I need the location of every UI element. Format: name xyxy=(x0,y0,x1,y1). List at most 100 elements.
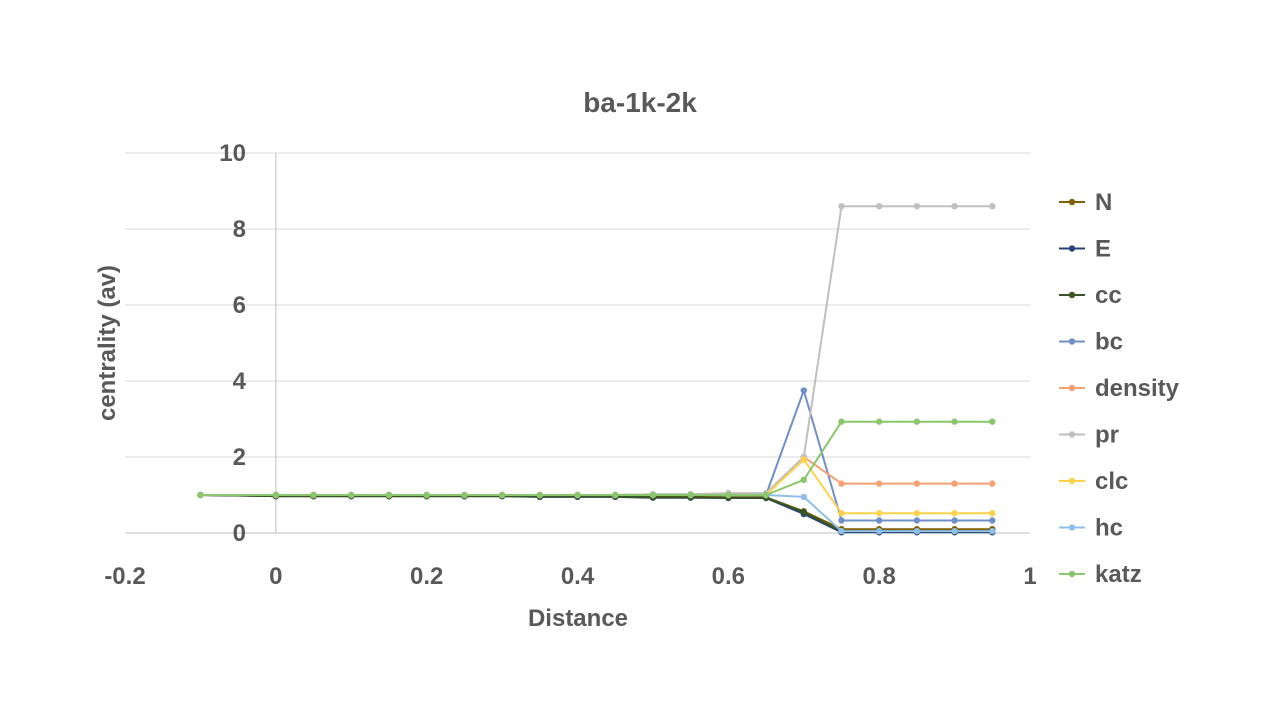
legend-item-N: N xyxy=(1059,189,1112,216)
data-point-bc xyxy=(989,517,996,524)
data-point-katz xyxy=(574,491,581,499)
data-point-katz xyxy=(385,491,393,499)
data-point-bc xyxy=(875,517,883,524)
data-point-hc xyxy=(838,527,845,535)
data-point-katz xyxy=(687,491,694,499)
y-tick-labels: 0 2 4 6 8 10 xyxy=(219,140,246,547)
series-line-clc xyxy=(200,458,993,515)
legend-label: pr xyxy=(1095,422,1119,449)
legend-item-katz: katz xyxy=(1059,561,1142,588)
data-point-clc xyxy=(838,510,845,517)
data-point-bc xyxy=(951,517,958,524)
data-point-density xyxy=(875,480,883,487)
legend-swatch-marker xyxy=(1068,198,1076,206)
series-bc xyxy=(197,387,996,524)
data-point-pr xyxy=(838,203,845,210)
data-point-bc xyxy=(838,517,845,524)
data-point-katz xyxy=(762,491,770,499)
data-point-density xyxy=(838,480,845,487)
legend-item-bc: bc xyxy=(1059,329,1123,356)
legend-swatch-marker xyxy=(1068,524,1076,531)
data-point-katz xyxy=(423,491,430,499)
legend-item-density: density xyxy=(1059,375,1180,402)
grid-lines xyxy=(125,152,1030,458)
legend-swatch-marker xyxy=(1068,245,1076,252)
data-point-clc xyxy=(913,510,921,517)
data-point-hc xyxy=(875,527,883,535)
data-point-katz xyxy=(461,491,468,499)
legend-item-clc: clc xyxy=(1059,468,1128,495)
y-tick-label: 4 xyxy=(233,368,247,395)
data-point-bc xyxy=(913,517,921,524)
data-point-density xyxy=(989,480,996,487)
series-density xyxy=(197,453,996,499)
x-tick-label: 0.6 xyxy=(712,563,745,590)
series-katz xyxy=(197,418,996,499)
legend-label: clc xyxy=(1095,468,1128,495)
legend-item-E: E xyxy=(1059,236,1111,263)
data-point-katz xyxy=(348,491,355,499)
data-point-katz xyxy=(725,491,732,499)
series-pr xyxy=(197,203,996,499)
series-clc xyxy=(197,456,996,517)
data-point-katz xyxy=(838,418,845,425)
legend-label: N xyxy=(1095,189,1112,216)
legend-swatch-marker xyxy=(1068,338,1076,345)
legend-label: hc xyxy=(1095,515,1123,542)
data-point-clc xyxy=(951,510,958,517)
legend-label: bc xyxy=(1095,329,1123,356)
data-point-hc xyxy=(989,527,996,535)
data-point-pr xyxy=(989,203,996,210)
data-point-hc xyxy=(800,493,807,501)
series-line-pr xyxy=(200,205,993,496)
data-point-katz xyxy=(197,491,204,499)
data-point-density xyxy=(951,480,958,487)
y-tick-label: 8 xyxy=(233,216,246,243)
series-line-N xyxy=(200,494,993,531)
data-point-pr xyxy=(951,203,958,210)
x-tick-label: -0.2 xyxy=(104,563,145,590)
x-tick-label: 0.8 xyxy=(862,563,895,590)
legend-swatch-marker xyxy=(1068,384,1076,392)
data-point-clc xyxy=(800,456,807,463)
data-point-katz xyxy=(800,476,807,483)
data-point-clc xyxy=(875,510,883,517)
legend-label: katz xyxy=(1095,561,1142,588)
data-point-hc xyxy=(951,527,958,535)
y-tick-label: 6 xyxy=(233,292,246,319)
series-lines xyxy=(197,203,996,536)
y-axis-label: centrality (av) xyxy=(94,265,121,421)
data-point-clc xyxy=(989,510,996,517)
legend-item-hc: hc xyxy=(1059,515,1123,542)
data-point-katz xyxy=(951,418,958,425)
chart-title: ba-1k-2k xyxy=(583,87,697,118)
data-point-katz xyxy=(989,418,996,425)
data-point-katz xyxy=(498,491,506,499)
legend-swatch-marker xyxy=(1068,291,1076,299)
data-point-cc xyxy=(800,508,807,516)
x-tick-labels: -0.2 0 0.2 0.4 0.6 0.8 1 xyxy=(104,563,1036,590)
data-point-pr xyxy=(913,203,921,210)
data-point-katz xyxy=(310,491,317,499)
data-point-katz xyxy=(913,418,921,425)
legend-item-cc: cc xyxy=(1059,282,1122,309)
x-axis-label: Distance xyxy=(528,605,628,632)
axes xyxy=(125,153,1030,534)
series-line-density xyxy=(200,456,993,496)
data-point-katz xyxy=(875,418,883,425)
legend-swatch-marker xyxy=(1068,431,1076,438)
legend-swatch-marker xyxy=(1068,570,1076,578)
data-point-katz xyxy=(272,491,280,499)
x-tick-label: 1 xyxy=(1023,563,1036,590)
data-point-katz xyxy=(649,491,657,499)
legend-swatch-marker xyxy=(1068,477,1076,485)
y-tick-label: 2 xyxy=(233,444,246,471)
legend-item-pr: pr xyxy=(1059,422,1119,449)
y-tick-label: 0 xyxy=(233,520,246,547)
data-point-bc xyxy=(800,387,807,394)
legend-label: density xyxy=(1095,375,1180,402)
legend-label: E xyxy=(1095,236,1111,263)
data-point-density xyxy=(913,480,921,487)
